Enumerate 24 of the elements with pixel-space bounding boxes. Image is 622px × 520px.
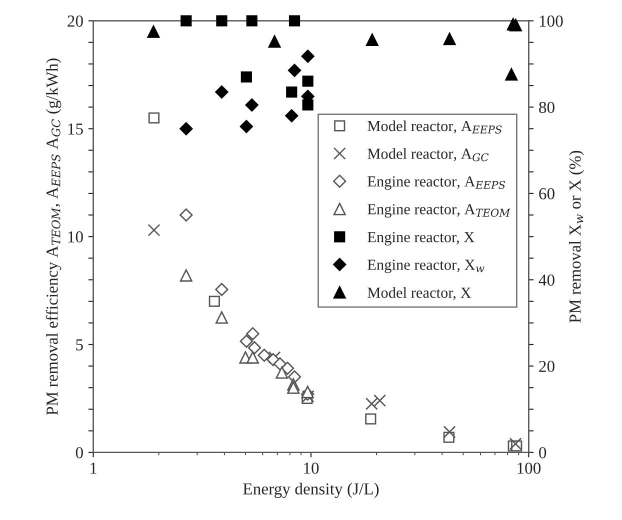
x-tick-label: 100 [518,462,541,474]
x-tick-label: 1 [90,462,96,474]
y-tick-label: 0 [76,447,83,458]
y-tick-label: 5 [76,339,83,350]
legend-label: Engine reactor, X [368,232,474,246]
legend-label: Model reactor, A$_{EEPS}$ [368,120,502,134]
legend-label: Model reactor, X [368,287,472,300]
y-axis-title: PM removal efficiency A$_{TEOM}$, A$_{EEPS}$ A$_{GC}$ (g/kWh) [46,58,62,416]
y2-tick-label: 20 [539,360,554,372]
legend-label: Model reactor, A$_{GC}$ [368,148,489,162]
y2-tick-label: 80 [539,102,554,114]
y-tick-label: 10 [68,231,83,243]
legend-label: Engine reactor, A$_{TEOM}$ [368,204,510,218]
x-axis-title: Energy density (J/L) [243,482,379,498]
y2-tick-label: 0 [539,447,546,458]
y2-tick-label: 100 [540,16,563,27]
y2-axis-title: PM removal X$_{w}$ or X (%) [568,150,584,323]
y-tick-label: 20 [68,16,83,27]
y2-tick-label: 40 [538,274,554,286]
y-tick-label: 15 [68,123,83,135]
x-tick-label: 10 [304,462,319,474]
legend-label: Engine reactor, A$_{EEPS}$ [368,176,506,190]
y2-tick-label: 60 [539,188,554,200]
legend-label: Engine reactor, X$_{w}$ [368,260,484,274]
